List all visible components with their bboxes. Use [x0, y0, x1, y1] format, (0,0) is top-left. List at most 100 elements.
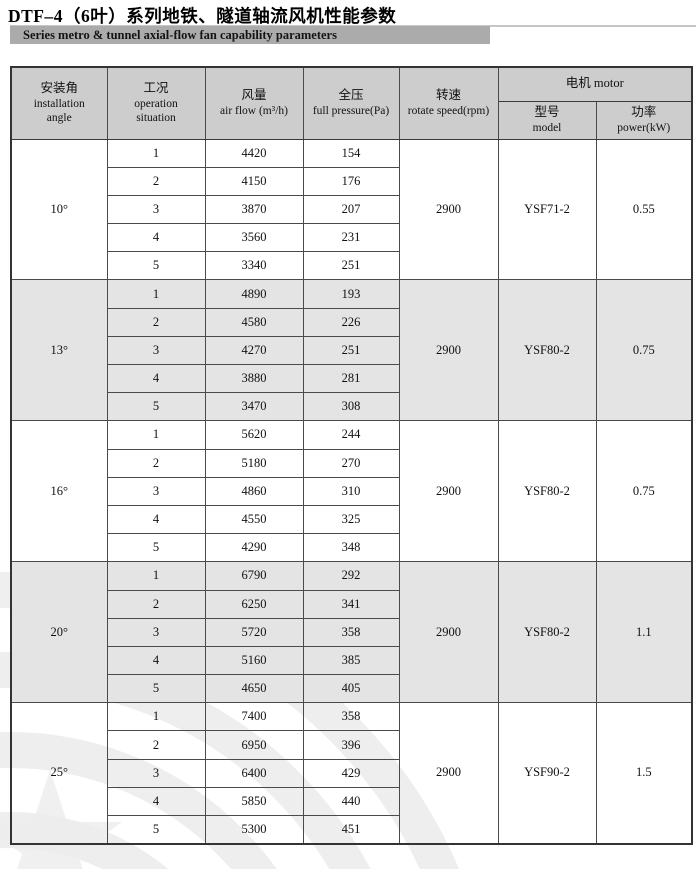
pressure-cell: 231 — [302, 223, 400, 253]
pressure-cell: 244 — [302, 420, 400, 450]
situation-cell: 2 — [106, 448, 206, 478]
col-header-air-flow: 风量 air flow (m³/h) — [204, 66, 304, 140]
situation-cell: 4 — [106, 645, 206, 676]
pressure-cell: 429 — [302, 758, 400, 788]
situation-cell: 2 — [106, 589, 206, 619]
situation-cell: 5 — [106, 814, 206, 845]
airflow-cell: 3470 — [204, 392, 304, 422]
situation-cell: 1 — [106, 420, 206, 450]
airflow-cell: 4270 — [204, 335, 304, 366]
airflow-cell: 5720 — [204, 617, 304, 647]
col-header-installation-angle: 安装角 installation angle — [10, 66, 108, 140]
situation-cell: 4 — [106, 504, 206, 535]
situation-cell: 5 — [106, 251, 206, 281]
situation-cell: 1 — [106, 702, 206, 732]
pressure-cell: 270 — [302, 448, 400, 478]
power-cell: 1.5 — [595, 702, 693, 845]
angle-cell: 20° — [10, 561, 108, 704]
model-cell: YSF80-2 — [497, 420, 597, 563]
pressure-cell: 226 — [302, 307, 400, 337]
pressure-cell: 308 — [302, 392, 400, 422]
pressure-cell: 251 — [302, 251, 400, 281]
col-header-full-pressure: 全压 full pressure(Pa) — [302, 66, 400, 140]
pressure-cell: 251 — [302, 335, 400, 366]
airflow-cell: 4150 — [204, 166, 304, 196]
col-header-motor-power: 功率 power(kW) — [595, 100, 693, 140]
airflow-cell: 3880 — [204, 363, 304, 394]
col-header-rotate-speed: 转速 rotate speed(rpm) — [398, 66, 499, 140]
table-header: 安装角 installation angle 工况 operation situ… — [10, 66, 693, 140]
airflow-cell: 4890 — [204, 279, 304, 309]
pressure-cell: 451 — [302, 814, 400, 845]
airflow-cell: 6250 — [204, 589, 304, 619]
power-cell: 0.75 — [595, 279, 693, 422]
pressure-cell: 193 — [302, 279, 400, 309]
pressure-cell: 396 — [302, 730, 400, 760]
power-cell: 1.1 — [595, 561, 693, 704]
subtitle-bar: Series metro & tunnel axial-flow fan cap… — [10, 26, 490, 44]
pressure-cell: 385 — [302, 645, 400, 676]
situation-cell: 2 — [106, 307, 206, 337]
situation-cell: 1 — [106, 561, 206, 591]
parameters-table: 安装角 installation angle 工况 operation situ… — [10, 66, 694, 845]
table-body: 10° 1 4420 154 2900 YSF71-2 0.55 2 4150 176 3 3870 2… — [10, 138, 693, 845]
model-cell: YSF90-2 — [497, 702, 597, 845]
airflow-cell: 5180 — [204, 448, 304, 478]
situation-cell: 4 — [106, 786, 206, 817]
power-cell: 0.75 — [595, 420, 693, 563]
airflow-cell: 3560 — [204, 223, 304, 253]
pressure-cell: 405 — [302, 674, 400, 704]
pressure-cell: 310 — [302, 476, 400, 506]
airflow-cell: 6950 — [204, 730, 304, 760]
pressure-cell: 358 — [302, 617, 400, 647]
speed-cell: 2900 — [398, 702, 499, 845]
situation-cell: 5 — [106, 533, 206, 563]
airflow-cell: 4860 — [204, 476, 304, 506]
airflow-cell: 4290 — [204, 533, 304, 563]
pressure-cell: 341 — [302, 589, 400, 619]
pressure-cell: 207 — [302, 194, 400, 225]
situation-cell: 2 — [106, 730, 206, 760]
airflow-cell: 5850 — [204, 786, 304, 817]
situation-cell: 3 — [106, 758, 206, 788]
parameters-table-wrapper: 安装角 installation angle 工况 operation situ… — [10, 66, 694, 845]
model-cell: YSF80-2 — [497, 279, 597, 422]
airflow-cell: 5300 — [204, 814, 304, 845]
situation-cell: 3 — [106, 617, 206, 647]
situation-cell: 1 — [106, 279, 206, 309]
situation-cell: 3 — [106, 194, 206, 225]
angle-cell: 13° — [10, 279, 108, 422]
pressure-cell: 440 — [302, 786, 400, 817]
power-cell: 0.55 — [595, 138, 693, 281]
situation-cell: 4 — [106, 363, 206, 394]
airflow-cell: 4650 — [204, 674, 304, 704]
speed-cell: 2900 — [398, 561, 499, 704]
speed-cell: 2900 — [398, 420, 499, 563]
speed-cell: 2900 — [398, 279, 499, 422]
situation-cell: 4 — [106, 223, 206, 253]
pressure-cell: 325 — [302, 504, 400, 535]
airflow-cell: 6790 — [204, 561, 304, 591]
col-header-operation-situation: 工况 operation situation — [106, 66, 206, 140]
airflow-cell: 7400 — [204, 702, 304, 732]
airflow-cell: 3340 — [204, 251, 304, 281]
subtitle-text: Series metro & tunnel axial-flow fan cap… — [23, 27, 337, 42]
airflow-cell: 5620 — [204, 420, 304, 450]
airflow-cell: 4550 — [204, 504, 304, 535]
angle-cell: 16° — [10, 420, 108, 563]
airflow-cell: 4420 — [204, 138, 304, 168]
speed-cell: 2900 — [398, 138, 499, 281]
pressure-cell: 348 — [302, 533, 400, 563]
situation-cell: 3 — [106, 335, 206, 366]
pressure-cell: 281 — [302, 363, 400, 394]
airflow-cell: 6400 — [204, 758, 304, 788]
pressure-cell: 292 — [302, 561, 400, 591]
model-cell: YSF71-2 — [497, 138, 597, 281]
pressure-cell: 154 — [302, 138, 400, 168]
airflow-cell: 4580 — [204, 307, 304, 337]
airflow-cell: 5160 — [204, 645, 304, 676]
col-header-motor: 电机 motor — [497, 66, 693, 102]
pressure-cell: 176 — [302, 166, 400, 196]
pressure-cell: 358 — [302, 702, 400, 732]
angle-cell: 10° — [10, 138, 108, 281]
